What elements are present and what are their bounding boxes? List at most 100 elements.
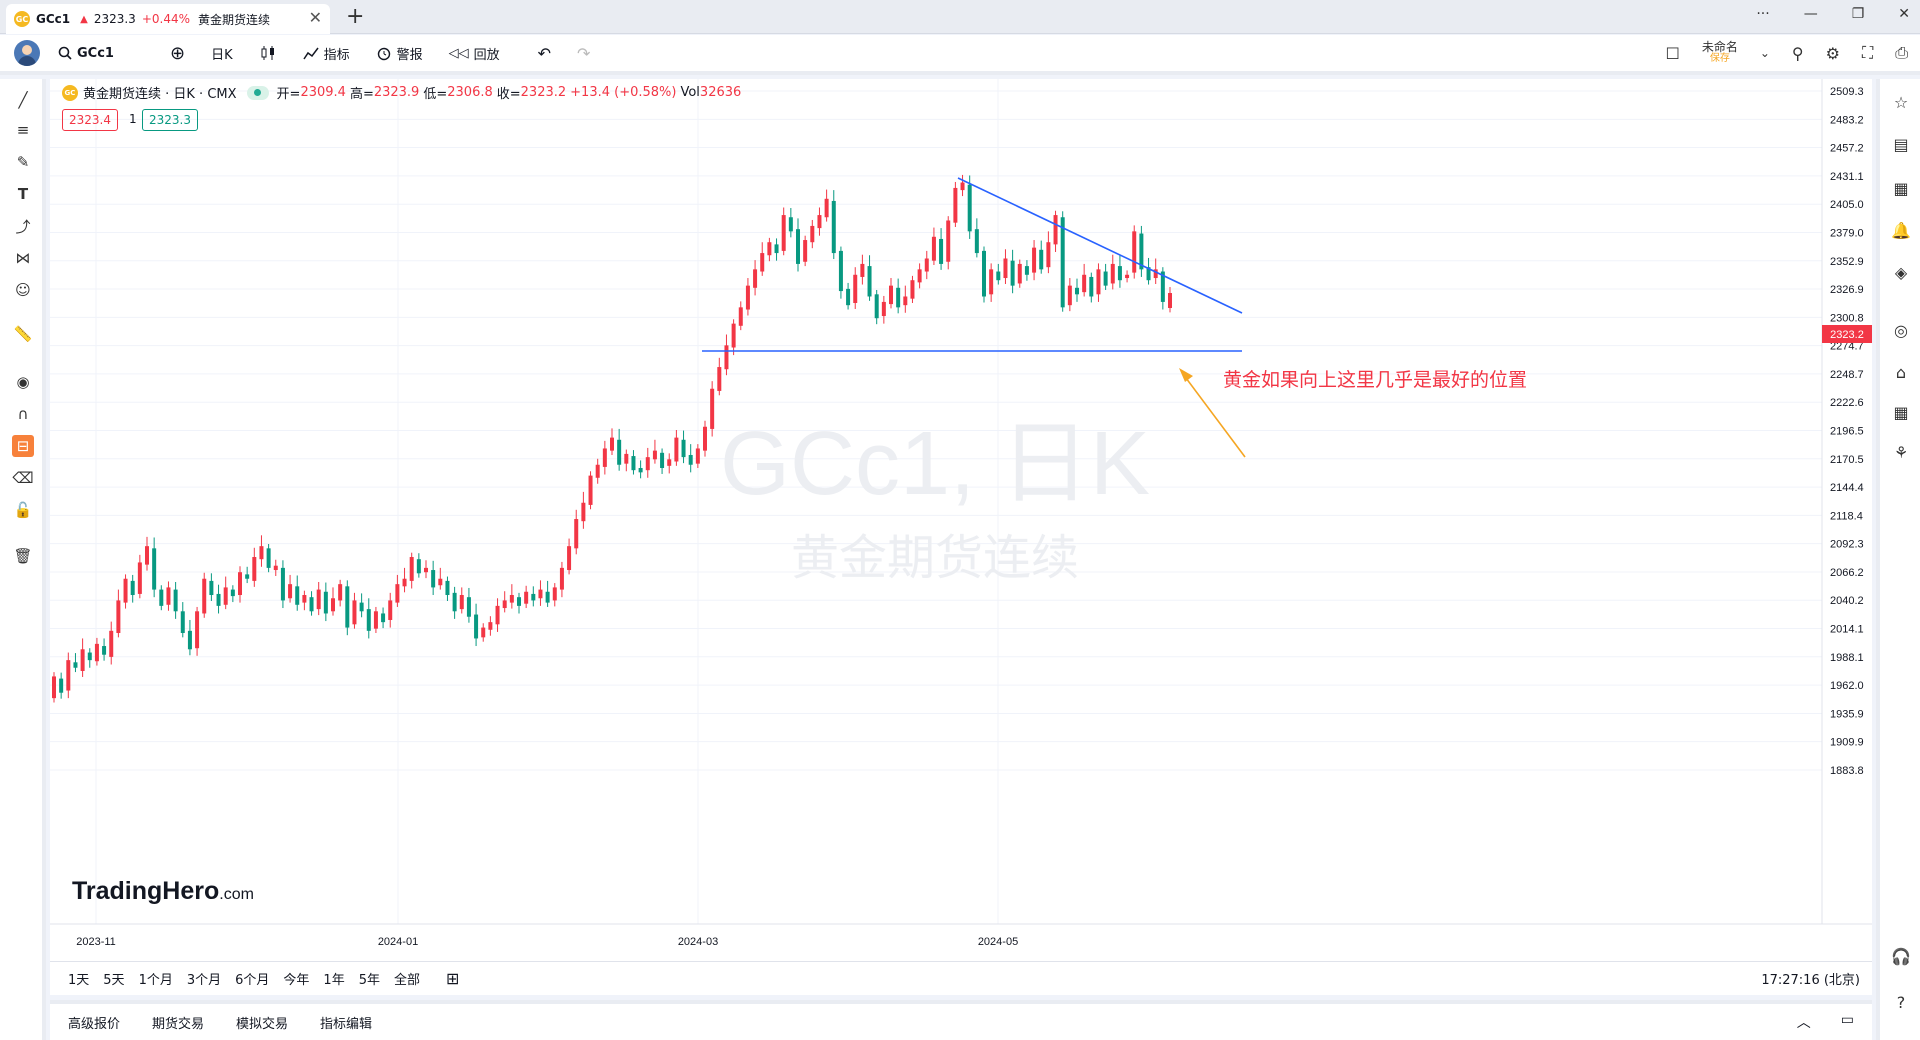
maximize-panel-icon[interactable]: ▭ (1840, 1012, 1854, 1028)
table-icon[interactable]: ▦ (1893, 402, 1909, 422)
time-tick-label: 2023-11 (76, 936, 116, 948)
time-axis[interactable]: 2023-11 2024-01 2024-03 2024-05 (50, 923, 1872, 948)
candle-body (767, 242, 772, 256)
layout-checkbox-icon[interactable]: ☐ (1665, 43, 1680, 63)
top-toolbar: GCc1 ⊕ 日K 指标 警报 ◁◁ 回放 ↶ ↷ ☐ 未命名 保存 ⌄ ⚲ (0, 35, 1920, 75)
tree-icon[interactable]: ⚘ (1893, 442, 1909, 462)
range-3m[interactable]: 3个月 (186, 973, 222, 988)
last-price-badge (1822, 325, 1872, 343)
range-5y[interactable]: 5年 (358, 973, 380, 988)
layout-name-button[interactable]: 未命名 保存 (1702, 41, 1738, 65)
tab-advanced-quotes[interactable]: 高级报价 (68, 1016, 121, 1032)
candle-body (295, 586, 300, 605)
sell-button[interactable]: 2323.4 (62, 109, 118, 131)
candle-body (445, 580, 450, 596)
new-tab-button[interactable]: + (346, 4, 365, 29)
candle-body (316, 589, 321, 610)
range-1m[interactable]: 1个月 (138, 973, 173, 988)
add-symbol-button[interactable]: ⊕ (170, 43, 185, 64)
eye-icon[interactable]: ◉ (16, 373, 30, 391)
eraser-icon[interactable]: ⌫ (12, 469, 34, 487)
candle-body (624, 453, 629, 464)
price-axis[interactable]: 2509.3 2483.2 2457.2 2431.1 2405.0 2379.0 2352… (1821, 79, 1872, 961)
drawings[interactable]: 黄金如果向上这里几乎是最好的位置 (702, 177, 1527, 458)
help-icon[interactable]: ? (1896, 992, 1906, 1012)
lock-drawing-icon[interactable]: ⊟ (12, 435, 34, 457)
candle-body (974, 229, 979, 254)
chart-pane[interactable]: GCc1, 日K 黄金期货连续 黄金如果向上这里几乎是最好的位置 2509.3 2… (50, 79, 1872, 961)
descending-trend-line[interactable] (957, 177, 1243, 314)
magnet-icon[interactable]: ∩ (17, 405, 29, 423)
legend-title[interactable]: 黄金期货连续 · 日K · CMX (83, 87, 237, 102)
restore-icon[interactable]: ❐ (1851, 6, 1865, 22)
range-6m[interactable]: 6个月 (235, 973, 270, 988)
order-quantity[interactable]: 1 (129, 112, 137, 126)
headset-icon[interactable]: 🎧 (1891, 946, 1911, 966)
tab-futures-trading[interactable]: 期货交易 (152, 1016, 205, 1032)
price-tick-label: 1883.8 (1830, 765, 1864, 777)
education-icon[interactable]: ⌂ (1895, 362, 1907, 382)
clock[interactable]: 17:27:16 (北京) (1761, 973, 1860, 988)
close-window-icon[interactable]: ✕ (1898, 6, 1910, 22)
range-1d[interactable]: 1天 (68, 973, 90, 988)
close-tab-icon[interactable]: ✕ (308, 8, 322, 27)
candle-body (209, 580, 214, 596)
lock-icon[interactable]: 🔓 (13, 501, 33, 519)
watchlist-icon[interactable]: ☆ (1893, 92, 1909, 112)
camera-icon[interactable]: ⎙ (1895, 43, 1908, 62)
avatar[interactable] (14, 40, 40, 66)
tab-indicator-editor[interactable]: 指标编辑 (320, 1016, 373, 1032)
interval-button[interactable]: 日K (211, 47, 233, 63)
price-tick-label: 1909.9 (1830, 737, 1864, 749)
tab-gcc1[interactable]: GC GCc1 ▲ 2323.3 +0.44% 黄金期货连续 ✕ (6, 4, 330, 34)
layers-icon[interactable]: ◈ (1894, 262, 1908, 282)
annotation-arrow-head (1179, 368, 1193, 382)
calendar-panel-icon[interactable]: ▦ (1893, 178, 1909, 198)
details-icon[interactable]: ▤ (1893, 134, 1909, 154)
chevron-down-icon[interactable]: ⌄ (1759, 46, 1770, 60)
emoji-icon[interactable]: ☺ (15, 281, 31, 299)
range-all[interactable]: 全部 (393, 973, 420, 988)
chart-type-button[interactable] (259, 45, 277, 61)
trend-line-icon[interactable]: ╱ (18, 91, 28, 109)
candle-body (1082, 274, 1087, 293)
chevron-up-icon[interactable]: ︿ (1796, 1015, 1811, 1031)
more-icon[interactable]: ··· (1756, 6, 1770, 22)
candle-body (416, 559, 421, 574)
chart-canvas[interactable]: GCc1, 日K 黄金期货连续 黄金如果向上这里几乎是最好的位置 2509.32… (50, 79, 1872, 961)
calendar-icon[interactable]: ⊞ (446, 969, 460, 988)
trash-icon[interactable]: 🗑 (13, 547, 33, 565)
redo-button[interactable]: ↷ (577, 43, 591, 63)
indicators-button[interactable]: 指标 (302, 44, 350, 63)
candle-body (1117, 266, 1122, 281)
undo-button[interactable]: ↶ (537, 43, 552, 63)
forecast-icon[interactable]: ⤴ (15, 217, 31, 236)
replay-button[interactable]: ◁◁ 回放 (449, 44, 500, 63)
fullscreen-icon[interactable]: ⛶ (1861, 43, 1874, 62)
minimize-icon[interactable]: — (1803, 6, 1818, 22)
candle-body (781, 215, 786, 251)
candle-body (695, 448, 700, 464)
buy-button[interactable]: 2323.3 (142, 109, 198, 131)
annotation-text[interactable]: 黄金如果向上这里几乎是最好的位置 (1223, 369, 1527, 391)
range-1y[interactable]: 1年 (323, 973, 345, 988)
bell-icon[interactable]: 🔔 (1891, 220, 1911, 240)
fib-retracement-icon[interactable]: ≡ (16, 121, 30, 139)
symbol-search[interactable]: GCc1 (58, 46, 114, 61)
target-icon[interactable]: ◎ (1894, 320, 1908, 340)
alerts-button[interactable]: 警报 (376, 44, 423, 63)
open-value: 2309.4 (300, 85, 346, 100)
brush-icon[interactable]: ✎ (16, 153, 30, 171)
range-ytd[interactable]: 今年 (283, 973, 310, 988)
watermark-symbol: GCc1, 日K (720, 414, 1150, 514)
pattern-icon[interactable]: ⋈ (15, 249, 31, 267)
candle-body (1146, 267, 1151, 281)
tab-paper-trading[interactable]: 模拟交易 (236, 1016, 289, 1032)
range-5d[interactable]: 5天 (103, 973, 125, 988)
ruler-icon[interactable]: 📏 (13, 325, 33, 343)
candle-body (438, 578, 443, 586)
candle-body (94, 643, 99, 662)
quick-search-icon[interactable]: ⚲ (1791, 43, 1804, 63)
settings-icon[interactable]: ⚙ (1825, 43, 1840, 63)
text-tool-icon[interactable]: T (17, 185, 29, 203)
